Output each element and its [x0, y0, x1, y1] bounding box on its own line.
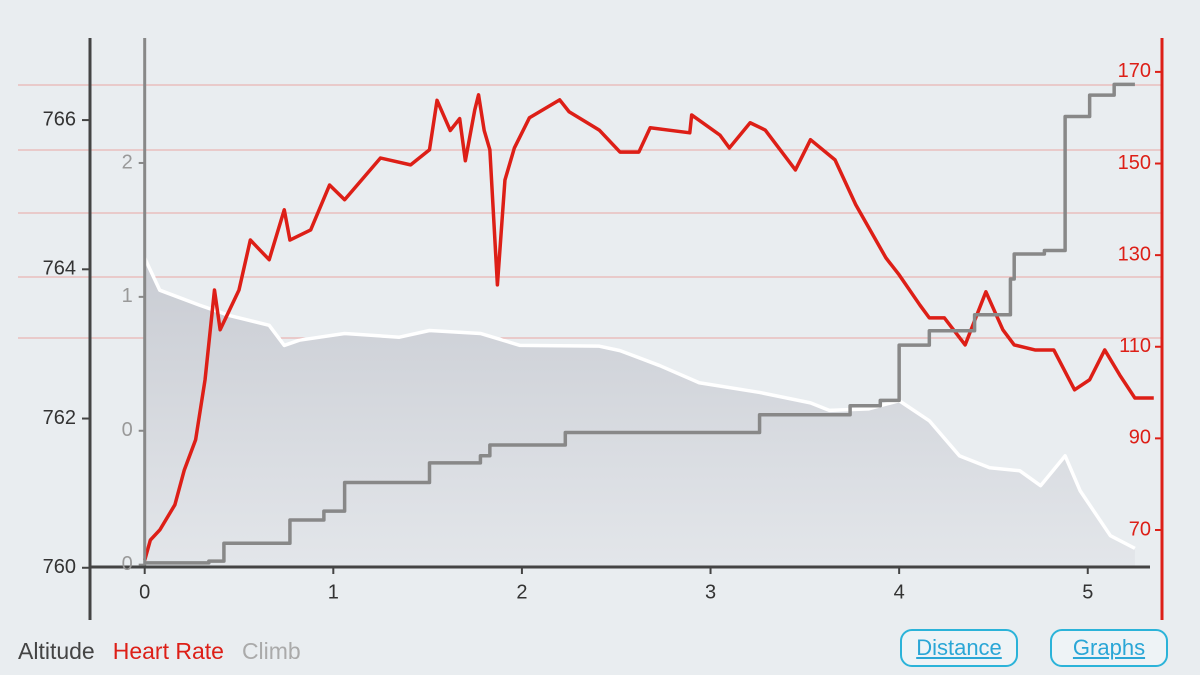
x-tick-label: 0 [139, 581, 150, 603]
y2-tick-label: 1 [122, 285, 133, 307]
x-tick-label: 1 [328, 581, 339, 603]
y-tick-label: 762 [43, 407, 76, 429]
graphs-button[interactable]: Graphs [1050, 629, 1168, 667]
legend-entry: Altitude [18, 638, 95, 664]
y3-tick-label: 150 [1118, 152, 1151, 174]
y2-tick-label: 0 [122, 419, 133, 441]
legend-entry: Heart Rate [113, 638, 224, 664]
legend-entry: Climb [242, 638, 301, 664]
x-tick-label: 2 [516, 581, 527, 603]
y3-tick-label: 70 [1129, 518, 1151, 540]
y3-tick-label: 110 [1119, 335, 1151, 357]
y3-tick-label: 130 [1118, 243, 1151, 265]
y2-tick-label: 2 [122, 151, 133, 173]
y3-tick-label: 170 [1118, 60, 1151, 82]
line [143, 257, 1136, 550]
y-tick-label: 760 [43, 556, 76, 578]
area [144, 258, 1135, 567]
line [143, 93, 1154, 561]
y-tick-label: 766 [43, 108, 76, 130]
x-tick-label: 3 [705, 581, 716, 603]
x-tick-label: 5 [1082, 581, 1093, 603]
y-tick-label: 764 [43, 258, 76, 280]
line [144, 82, 1135, 565]
y2-tick-label: 0 [122, 553, 133, 575]
distance-button[interactable]: Distance [900, 629, 1018, 667]
y3-tick-label: 90 [1129, 427, 1151, 449]
x-tick-label: 4 [894, 581, 905, 603]
